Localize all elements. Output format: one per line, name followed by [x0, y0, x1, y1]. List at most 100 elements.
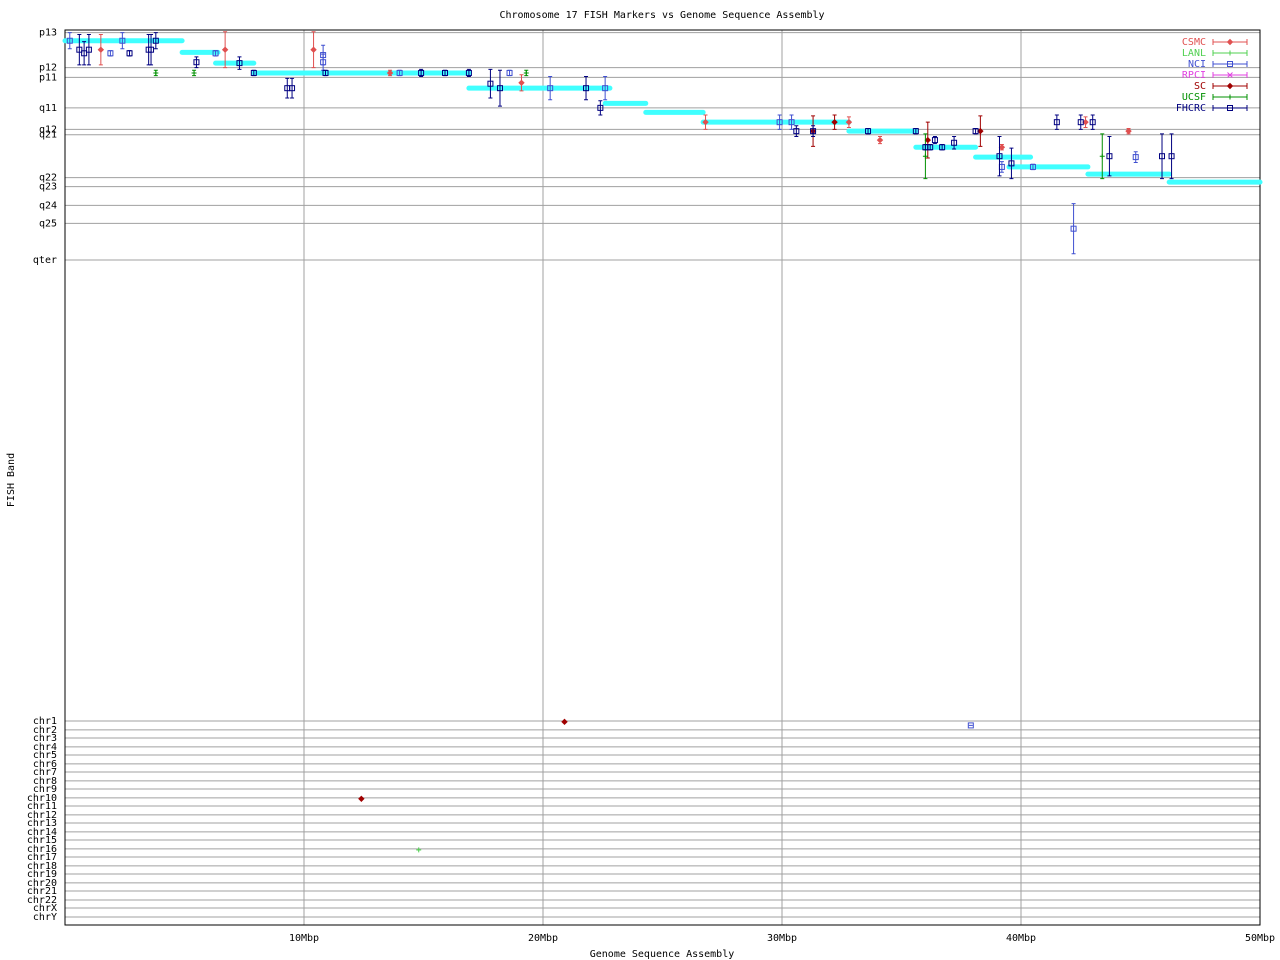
data-point — [1053, 114, 1060, 130]
marker — [322, 69, 329, 76]
data-point — [418, 68, 425, 78]
marker — [320, 59, 327, 66]
data-point — [998, 161, 1005, 173]
data-point — [597, 100, 604, 116]
data-point — [1106, 136, 1113, 177]
y-tick-label: chr7 — [33, 767, 57, 778]
y-tick-label: chr3 — [33, 733, 57, 744]
data-point — [845, 116, 853, 129]
marker — [152, 37, 159, 44]
x-tick-label: 50Mbp — [1245, 933, 1275, 944]
data-point — [236, 56, 243, 70]
data-point — [583, 76, 590, 101]
data-point — [924, 121, 931, 159]
marker — [1099, 153, 1105, 159]
y-tick-label: q22 — [39, 173, 57, 184]
error-bar — [584, 76, 589, 101]
marker — [972, 128, 979, 135]
data-point — [967, 722, 974, 729]
data-point — [831, 114, 838, 130]
marker — [153, 70, 159, 76]
marker — [996, 153, 1003, 160]
marker — [487, 80, 494, 87]
error-bar — [603, 76, 608, 101]
x-axis-label: Genome Sequence Assembly — [590, 949, 735, 960]
y-tick-label: chr22 — [27, 895, 57, 906]
y-tick-label: chrX — [33, 903, 57, 914]
data-point — [561, 718, 568, 726]
data-point — [788, 114, 795, 130]
y-tick-label: qter — [33, 255, 57, 266]
marker — [1227, 61, 1233, 67]
error-bar — [149, 33, 154, 66]
y-tick-label: chr20 — [27, 878, 57, 889]
marker — [310, 46, 317, 53]
data-point — [289, 77, 296, 99]
data-point — [416, 847, 422, 853]
data-point — [931, 136, 938, 145]
data-point — [85, 33, 92, 66]
y-tick-label: chr5 — [33, 750, 57, 761]
error-bar — [1090, 114, 1095, 130]
data-point — [396, 69, 403, 77]
error-bar — [1054, 114, 1059, 130]
y-tick-label: q11 — [39, 103, 57, 114]
marker — [1168, 153, 1175, 160]
error-bar — [1071, 203, 1076, 255]
data-point — [191, 69, 197, 77]
marker — [924, 136, 931, 144]
y-tick-label: chr8 — [33, 776, 57, 787]
data-point — [702, 114, 709, 130]
error-bar — [290, 77, 295, 99]
marker — [221, 46, 229, 53]
marker — [191, 70, 197, 76]
data-point — [602, 76, 609, 101]
y-tick-label: chr13 — [27, 818, 57, 829]
marker — [977, 127, 984, 135]
data-point — [996, 136, 1003, 177]
y-tick-label: p11 — [39, 72, 57, 83]
marker — [865, 128, 872, 135]
error-bar — [1078, 114, 1083, 130]
marker — [793, 128, 800, 135]
marker — [236, 60, 243, 67]
y-tick-label: chr6 — [33, 759, 57, 770]
data-point — [912, 127, 919, 135]
data-point — [1159, 133, 1166, 180]
plot-frame — [64, 29, 1261, 926]
marker — [1132, 154, 1139, 161]
data-point — [153, 69, 159, 77]
marker — [1226, 38, 1234, 46]
x-tick-label: 20Mbp — [528, 933, 558, 944]
error-bar — [789, 114, 794, 130]
y-tick-label: chr9 — [33, 784, 57, 795]
data-point — [810, 125, 817, 138]
marker — [1227, 105, 1233, 111]
data-point — [506, 69, 513, 77]
marker — [518, 79, 525, 87]
data-point — [939, 144, 946, 151]
y-tick-label: chr17 — [27, 852, 57, 863]
marker — [358, 795, 365, 803]
marker — [1008, 160, 1015, 167]
y-tick-label: chr11 — [27, 801, 57, 812]
marker — [1070, 225, 1077, 232]
data-point — [1099, 133, 1105, 180]
marker — [506, 69, 513, 76]
data-point — [322, 69, 329, 77]
data-point — [523, 69, 529, 77]
marker — [126, 50, 133, 57]
marker — [951, 139, 958, 146]
marker — [1227, 94, 1233, 100]
error-bar — [153, 32, 158, 50]
y-tick-label: q21 — [39, 130, 57, 141]
y-tick-label: chr1 — [33, 716, 57, 727]
data-point — [193, 56, 200, 69]
marker — [1029, 163, 1036, 170]
legend-label: CSMC — [1182, 37, 1206, 48]
marker — [702, 118, 709, 126]
data-point — [998, 144, 1006, 151]
data-point — [152, 32, 159, 50]
